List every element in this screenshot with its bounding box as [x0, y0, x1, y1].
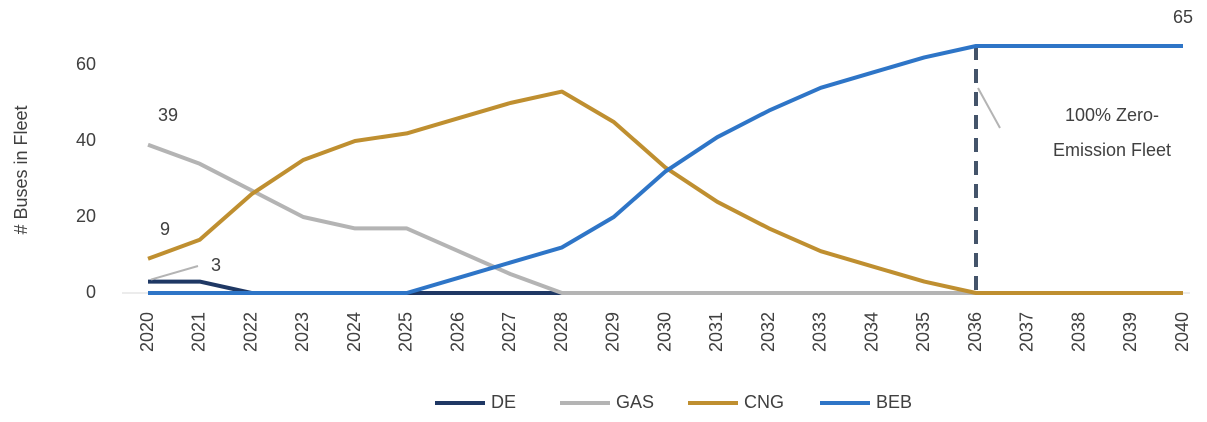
x-tick-label: 2035: [913, 312, 933, 352]
y-tick-label: 0: [86, 282, 96, 302]
data-label: 9: [160, 219, 170, 239]
y-tick-label: 40: [76, 130, 96, 150]
y-axis-label: # Buses in Fleet: [11, 105, 31, 234]
data-label: 65: [1173, 7, 1193, 27]
annotation: 100% Zero-: [1065, 105, 1159, 125]
legend-label: CNG: [744, 392, 784, 412]
x-tick-label: 2021: [189, 312, 209, 352]
x-tick-label: 2032: [758, 312, 778, 352]
leader-line: [977, 87, 1001, 129]
x-tick-label: 2034: [861, 312, 881, 352]
legend-label: DE: [491, 392, 516, 412]
x-tick-label: 2040: [1172, 312, 1192, 352]
x-tick-label: 2036: [965, 312, 985, 352]
x-tick-label: 2039: [1120, 312, 1140, 352]
x-tick-label: 2020: [137, 312, 157, 352]
x-tick-label: 2024: [344, 312, 364, 352]
x-tick-label: 2033: [810, 312, 830, 352]
x-tick-label: 2022: [240, 312, 260, 352]
x-tick-label: 2038: [1068, 312, 1088, 352]
x-tick-label: 2030: [654, 312, 674, 352]
data-label: 39: [158, 105, 178, 125]
x-tick-label: 2026: [447, 312, 467, 352]
x-tick-label: 2028: [551, 312, 571, 352]
x-tick-label: 2029: [603, 312, 623, 352]
x-tick-label: 2025: [396, 312, 416, 352]
x-tick-label: 2037: [1017, 312, 1037, 352]
data-label: 3: [211, 255, 221, 275]
series-line: [147, 89, 1183, 295]
x-tick-label: 2023: [292, 312, 312, 352]
legend-label: BEB: [876, 392, 912, 412]
leader-line: [150, 265, 199, 281]
y-tick-label: 20: [76, 206, 96, 226]
legend-label: GAS: [616, 392, 654, 412]
y-tick-label: 60: [76, 54, 96, 74]
x-tick-label: 2027: [499, 312, 519, 352]
x-tick-label: 2031: [706, 312, 726, 352]
series-line: [148, 44, 1183, 295]
annotation: Emission Fleet: [1053, 140, 1171, 160]
